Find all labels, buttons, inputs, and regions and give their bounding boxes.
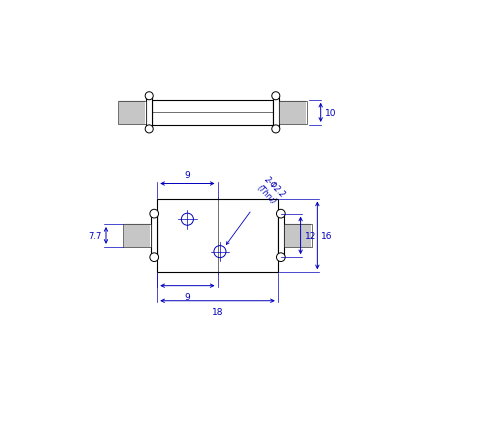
- Circle shape: [272, 125, 280, 134]
- Circle shape: [276, 253, 285, 262]
- Circle shape: [276, 210, 285, 218]
- Circle shape: [145, 92, 153, 101]
- Bar: [157, 199, 278, 273]
- Text: 2-Φ2.2
(Thru): 2-Φ2.2 (Thru): [255, 175, 287, 207]
- Bar: [273, 96, 279, 130]
- Circle shape: [272, 92, 280, 101]
- Bar: [151, 214, 157, 258]
- Circle shape: [181, 214, 193, 226]
- Text: 10: 10: [324, 108, 336, 118]
- Bar: [278, 214, 284, 258]
- Bar: [123, 224, 151, 247]
- Text: 9: 9: [184, 171, 190, 180]
- Bar: [152, 101, 273, 125]
- Circle shape: [145, 125, 153, 134]
- Circle shape: [214, 246, 226, 258]
- Bar: [146, 96, 152, 130]
- Circle shape: [150, 253, 158, 262]
- Text: 18: 18: [212, 307, 223, 316]
- Bar: [118, 102, 146, 125]
- Bar: [284, 224, 312, 247]
- Text: 7.7: 7.7: [89, 231, 102, 240]
- Bar: [279, 102, 307, 125]
- Text: 12: 12: [305, 231, 316, 240]
- Circle shape: [150, 210, 158, 218]
- Text: 16: 16: [322, 231, 333, 240]
- Text: 9: 9: [184, 292, 190, 301]
